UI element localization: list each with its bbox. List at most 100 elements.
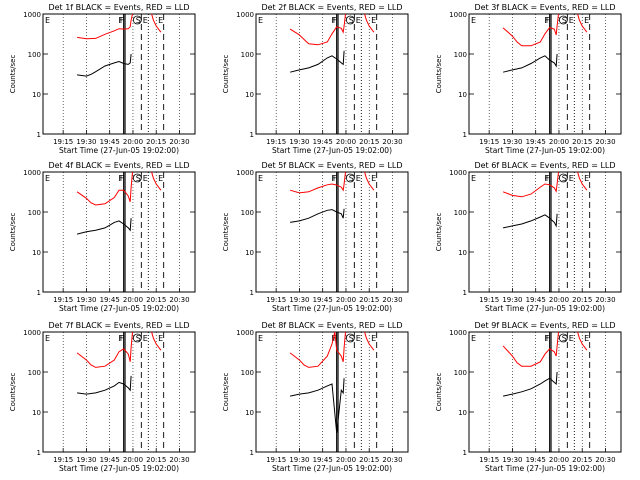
event-marker-label: F (546, 334, 551, 343)
series-line-0 (289, 331, 346, 368)
x-tick-label: 20:00 (336, 138, 356, 146)
event-marker-label: S (562, 174, 567, 183)
y-tick-label: 1 (250, 289, 254, 297)
event-marker-label: E (569, 174, 574, 183)
x-tick-label: 19:30 (289, 456, 309, 464)
y-tick-label: 1000 (23, 329, 41, 337)
x-tick-label: 20:30 (382, 296, 402, 304)
series-line-1 (76, 218, 132, 235)
x-tick-label: 20:15 (359, 296, 379, 304)
x-tick-label: 19:15 (479, 138, 499, 146)
event-marker-label: S (349, 16, 354, 25)
event-marker-label: F (544, 174, 549, 183)
event-circle (132, 333, 142, 343)
event-circle (558, 173, 568, 183)
x-tick-label: 19:15 (53, 296, 73, 304)
y-tick-label: 10 (32, 249, 41, 257)
y-tick-label: 10 (245, 409, 254, 417)
event-marker-label: F (331, 334, 336, 343)
x-axis-title: Start Time (27-Jun-05 19:02:00) (59, 304, 179, 313)
event-circle (345, 333, 355, 343)
y-tick-label: 1000 (23, 11, 41, 19)
y-axis-title: Counts/sec (9, 55, 17, 94)
series-line-2 (151, 171, 162, 191)
series-line-0 (289, 13, 346, 46)
event-marker-label: S (136, 16, 141, 25)
y-tick-label: 100 (28, 369, 41, 377)
event-marker-label: E (143, 334, 148, 343)
x-axis-title: Start Time (27-Jun-05 19:02:00) (272, 464, 392, 473)
y-axis-title: Counts/sec (222, 55, 230, 94)
chart-title: Det 3f BLACK = Events, RED = LLD (474, 3, 615, 12)
series-line-2 (577, 171, 588, 191)
event-marker-label: E (45, 16, 50, 25)
series-line-0 (502, 331, 559, 367)
x-tick-label: 19:30 (76, 138, 96, 146)
x-tick-label: 20:30 (595, 138, 615, 146)
series-line-2 (364, 13, 375, 33)
x-tick-label: 20:00 (336, 296, 356, 304)
series-line-1 (502, 371, 558, 397)
series-line-1 (502, 213, 558, 229)
series-line-1 (77, 53, 132, 77)
x-tick-label: 19:30 (289, 296, 309, 304)
series-line-2 (577, 13, 588, 33)
x-tick-label: 20:15 (146, 456, 166, 464)
y-tick-label: 1000 (449, 11, 467, 19)
x-tick-label: 19:15 (53, 456, 73, 464)
chart-title: Det 4f BLACK = Events, RED = LLD (48, 161, 189, 170)
chart-title: Det 7f BLACK = Events, RED = LLD (48, 321, 189, 330)
y-tick-label: 1000 (23, 169, 41, 177)
y-axis-title: Counts/sec (435, 55, 443, 94)
x-tick-label: 20:30 (382, 456, 402, 464)
event-circle (345, 173, 355, 183)
y-tick-label: 100 (241, 51, 254, 59)
event-marker-label: E (471, 334, 476, 343)
plot-frame (255, 171, 409, 293)
x-tick-label: 19:45 (313, 296, 333, 304)
chart-title: Det 1f BLACK = Events, RED = LLD (48, 3, 189, 12)
plot-frame (468, 331, 622, 453)
event-marker-label: F (331, 174, 336, 183)
x-tick-label: 20:15 (572, 296, 592, 304)
plot-frame (42, 13, 196, 135)
chart-title: Det 6f BLACK = Events, RED = LLD (474, 161, 615, 170)
x-tick-label: 19:45 (526, 138, 546, 146)
event-circle (132, 173, 142, 183)
y-tick-label: 1000 (236, 329, 254, 337)
event-marker-label: E (143, 16, 148, 25)
event-marker-label: S (562, 16, 567, 25)
event-marker-label: E (584, 16, 589, 25)
event-marker-label: F (544, 16, 549, 25)
x-tick-label: 19:15 (266, 296, 286, 304)
series-line-0 (502, 13, 559, 47)
event-marker-label: E (356, 334, 361, 343)
event-marker-label: E (584, 174, 589, 183)
x-axis-title: Start Time (27-Jun-05 19:02:00) (485, 464, 605, 473)
event-marker-label: F (331, 16, 336, 25)
event-marker-label: E (45, 174, 50, 183)
event-marker-label: E (356, 16, 361, 25)
series-line-2 (151, 331, 162, 351)
event-marker-label: F (333, 16, 338, 25)
x-tick-label: 19:30 (76, 456, 96, 464)
event-marker-label: F (120, 174, 125, 183)
y-axis-title: Counts/sec (9, 213, 17, 252)
chart-title: Det 5f BLACK = Events, RED = LLD (261, 161, 402, 170)
series-line-2 (364, 171, 375, 191)
plot-frame (42, 331, 196, 453)
x-tick-label: 20:15 (572, 138, 592, 146)
x-tick-label: 19:45 (313, 456, 333, 464)
y-tick-label: 1 (37, 289, 41, 297)
event-circle (558, 15, 568, 25)
y-tick-label: 100 (454, 209, 467, 217)
y-tick-label: 100 (241, 209, 254, 217)
event-marker-label: E (371, 174, 376, 183)
event-marker-label: S (562, 334, 567, 343)
x-tick-label: 19:30 (502, 296, 522, 304)
series-line-1 (77, 375, 132, 395)
